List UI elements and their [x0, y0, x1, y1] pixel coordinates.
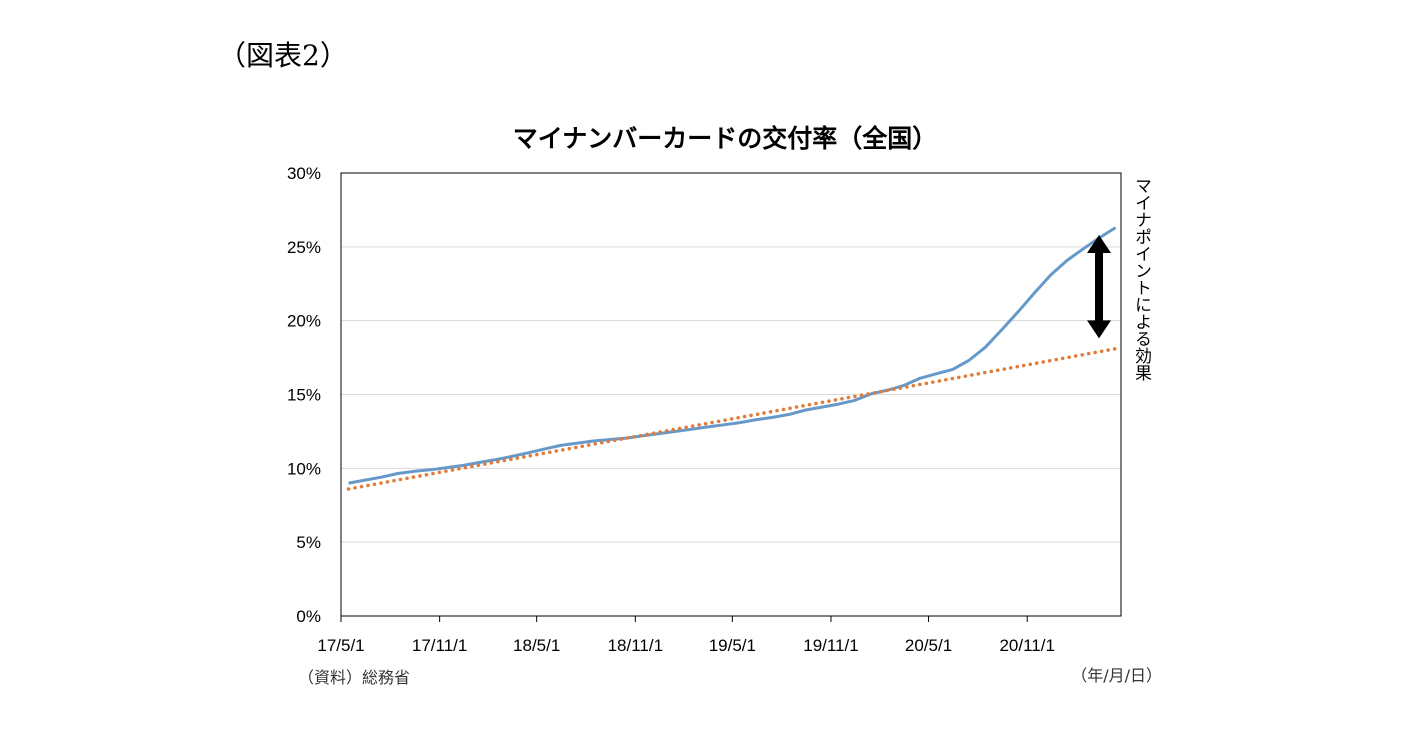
y-tick-label: 25% [287, 238, 321, 257]
arrow-head-up [1087, 235, 1112, 254]
series [346, 226, 1118, 491]
x-tick-label: 20/5/1 [905, 636, 952, 655]
x-tick-label: 19/5/1 [709, 636, 756, 655]
x-tick-label: 18/11/1 [608, 636, 663, 655]
annotation: マイナポイントによる効果 [1087, 177, 1152, 381]
plot-area-frame [340, 172, 1122, 617]
x-unit-note: （年/月/日） [1071, 666, 1162, 685]
figure-label: （図表2） [218, 39, 348, 72]
x-tick-label: 17/5/1 [317, 636, 364, 655]
y-tick-label: 5% [296, 533, 321, 552]
x-axis: 17/5/1 17/11/1 18/5/1 18/11/1 19/5/1 19/11/1 2… [317, 616, 1055, 655]
x-tick-label: 18/5/1 [513, 636, 560, 655]
chart-title: マイナンバーカードの交付率（全国） [513, 124, 938, 153]
arrow-head-down [1087, 320, 1112, 339]
x-tick-label: 19/11/1 [803, 636, 858, 655]
annotation-label: マイナポイントによる効果 [1131, 177, 1152, 381]
y-tick-label: 0% [296, 607, 321, 626]
trend-line [346, 346, 1118, 491]
y-tick-label: 30% [287, 164, 321, 183]
actual-rate-line [348, 226, 1117, 485]
y-tick-label: 20% [287, 312, 321, 331]
x-tick-label: 17/11/1 [412, 636, 467, 655]
y-tick-label: 10% [287, 459, 321, 478]
x-tick-label: 20/11/1 [999, 636, 1054, 655]
y-tick-label: 15% [287, 386, 321, 405]
grid [341, 172, 1121, 543]
source-note: （資料）総務省 [298, 668, 410, 687]
y-axis: 0% 5% 10% 15% 20% 25% 30% [287, 164, 321, 626]
